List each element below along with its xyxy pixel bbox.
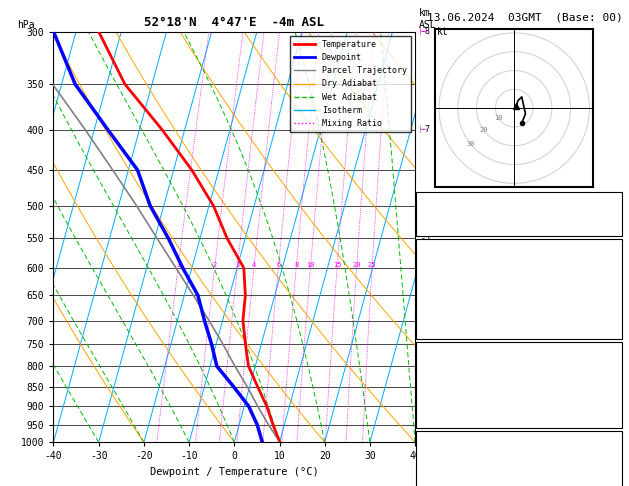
Text: 338°: 338° <box>595 476 618 486</box>
Text: CAPE (J): CAPE (J) <box>420 312 467 322</box>
Text: ⊢: ⊢ <box>418 315 428 326</box>
Text: 750: 750 <box>601 358 618 367</box>
Text: 1: 1 <box>176 262 180 268</box>
Text: SREH: SREH <box>420 461 443 471</box>
Legend: Temperature, Dewpoint, Parcel Trajectory, Dry Adiabat, Wet Adiabat, Isotherm, Mi: Temperature, Dewpoint, Parcel Trajectory… <box>290 36 411 132</box>
Text: Surface: Surface <box>499 240 540 250</box>
Text: LCL: LCL <box>421 420 436 429</box>
Text: 2: 2 <box>213 262 217 268</box>
Text: 124: 124 <box>601 461 618 471</box>
Text: ⊢: ⊢ <box>418 125 428 135</box>
Text: ⊢: ⊢ <box>418 420 428 430</box>
Text: Lifted Index: Lifted Index <box>420 298 491 308</box>
Text: StmDir: StmDir <box>420 476 455 486</box>
Text: hPa: hPa <box>18 19 35 30</box>
Text: 10: 10 <box>306 262 314 268</box>
Text: CIN (J): CIN (J) <box>420 416 461 426</box>
Text: 6.2: 6.2 <box>601 269 618 278</box>
Text: 10: 10 <box>494 115 502 121</box>
Text: 0: 0 <box>613 416 618 426</box>
Text: 4: 4 <box>252 262 256 268</box>
Text: 30: 30 <box>467 141 476 147</box>
Text: 0: 0 <box>613 401 618 411</box>
Text: 8: 8 <box>294 262 298 268</box>
Text: EH: EH <box>420 447 432 456</box>
Text: 20: 20 <box>479 127 487 133</box>
Text: -7: -7 <box>421 125 431 134</box>
Text: Hodograph: Hodograph <box>493 433 546 443</box>
Text: ⊢: ⊢ <box>418 361 428 371</box>
Text: ⊢: ⊢ <box>418 263 428 273</box>
Text: 0: 0 <box>613 327 618 337</box>
Text: 298: 298 <box>601 283 618 293</box>
Text: 25: 25 <box>368 262 376 268</box>
Text: -2: -2 <box>421 362 431 371</box>
Text: K: K <box>420 194 426 204</box>
Text: 0: 0 <box>613 312 618 322</box>
Text: kt: kt <box>437 27 449 37</box>
Text: 3: 3 <box>235 262 240 268</box>
Text: Most Unstable: Most Unstable <box>481 344 557 354</box>
Text: 10.1: 10.1 <box>595 254 618 264</box>
Text: -4: -4 <box>421 263 431 273</box>
Text: -6: -6 <box>421 201 431 210</box>
Text: Lifted Index: Lifted Index <box>420 387 491 397</box>
Text: 300: 300 <box>601 372 618 382</box>
Text: ⊢: ⊢ <box>418 27 428 36</box>
Text: km
ASL: km ASL <box>419 8 437 30</box>
Text: ⊢: ⊢ <box>418 201 428 211</box>
Text: Pressure (mb): Pressure (mb) <box>420 358 496 367</box>
Text: 19: 19 <box>606 194 618 204</box>
Title: 52°18'N  4°47'E  -4m ASL: 52°18'N 4°47'E -4m ASL <box>144 16 325 29</box>
Text: CAPE (J): CAPE (J) <box>420 401 467 411</box>
Text: CIN (J): CIN (J) <box>420 327 461 337</box>
Text: PW (cm): PW (cm) <box>420 224 461 233</box>
Text: ⊢: ⊢ <box>418 401 428 411</box>
Text: 80: 80 <box>606 447 618 456</box>
Text: © weatheronline.co.uk: © weatheronline.co.uk <box>467 473 571 482</box>
Text: 20: 20 <box>352 262 361 268</box>
Text: 15: 15 <box>333 262 342 268</box>
Text: -1: -1 <box>421 402 431 411</box>
Text: 12: 12 <box>606 298 618 308</box>
Text: 1.94: 1.94 <box>595 224 618 233</box>
Text: -3: -3 <box>421 316 431 325</box>
Text: 39: 39 <box>606 209 618 219</box>
Text: 13.06.2024  03GMT  (Base: 00): 13.06.2024 03GMT (Base: 00) <box>427 12 623 22</box>
Text: Totals Totals: Totals Totals <box>420 209 496 219</box>
X-axis label: Dewpoint / Temperature (°C): Dewpoint / Temperature (°C) <box>150 467 319 477</box>
Text: -8: -8 <box>421 27 431 36</box>
Text: 6: 6 <box>276 262 281 268</box>
Text: 9: 9 <box>613 387 618 397</box>
Text: -5: -5 <box>421 234 431 243</box>
Text: θₑ(K): θₑ(K) <box>420 283 450 293</box>
Text: θₑ (K): θₑ (K) <box>420 372 455 382</box>
Text: Temp (°C): Temp (°C) <box>420 254 473 264</box>
Text: Dewp (°C): Dewp (°C) <box>420 269 473 278</box>
